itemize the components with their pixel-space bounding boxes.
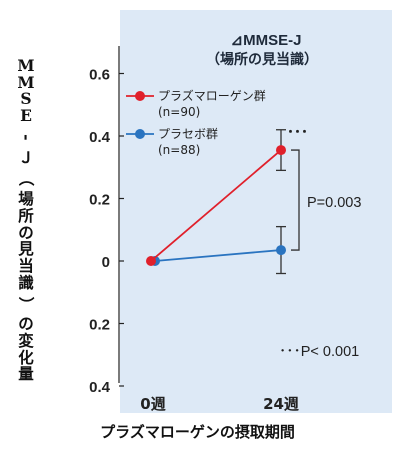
y-ticks: 0.6 0.4 0.2 0 0.2 0.4 (89, 67, 124, 396)
y-tick-label: 0.6 (89, 67, 110, 84)
legend: プラズマローゲン群 (n=90) プラセボ群 (n=88) (126, 88, 266, 157)
comparison-bracket (291, 149, 300, 251)
y-axis-label: M M S E - Ｊ （場所の見当識）の変化量 (17, 56, 37, 384)
legend-n: (n=90) (158, 105, 200, 119)
significance-stars: ･･･ (287, 125, 308, 141)
data-point (276, 245, 286, 256)
x-ticks: 0週 24週 (140, 395, 299, 413)
x-tick-label: 0週 (140, 395, 165, 413)
series-layer (146, 129, 286, 275)
data-point (146, 256, 156, 266)
legend-n: (n=88) (158, 143, 200, 157)
plot-background (120, 10, 392, 413)
series-line (154, 249, 282, 262)
p-value-between: P=0.003 (307, 195, 361, 211)
legend-marker (135, 129, 145, 139)
legend-label: プラズマローゲン群 (158, 88, 266, 103)
x-axis-label: プラズマローゲンの摂取期間 (100, 423, 295, 441)
data-point (276, 145, 286, 156)
y-tick-label: 0.4 (89, 129, 111, 146)
y-tick-label: 0.2 (89, 317, 110, 334)
y-tick-label: 0.4 (89, 379, 111, 396)
y-tick-label: 0.2 (89, 192, 110, 209)
annotations: ･･･ P=0.003 ･･･P< 0.001 (279, 125, 361, 360)
legend-marker (135, 91, 145, 101)
chart-subtitle: （場所の見当識） (206, 51, 318, 68)
y-tick-label: 0 (102, 254, 110, 271)
chart-title: ⊿MMSE-J (231, 32, 302, 49)
p-value-note: ･･･P< 0.001 (279, 344, 359, 360)
legend-label: プラセボ群 (158, 127, 218, 141)
series-line (150, 149, 282, 262)
x-tick-label: 24週 (263, 395, 299, 413)
